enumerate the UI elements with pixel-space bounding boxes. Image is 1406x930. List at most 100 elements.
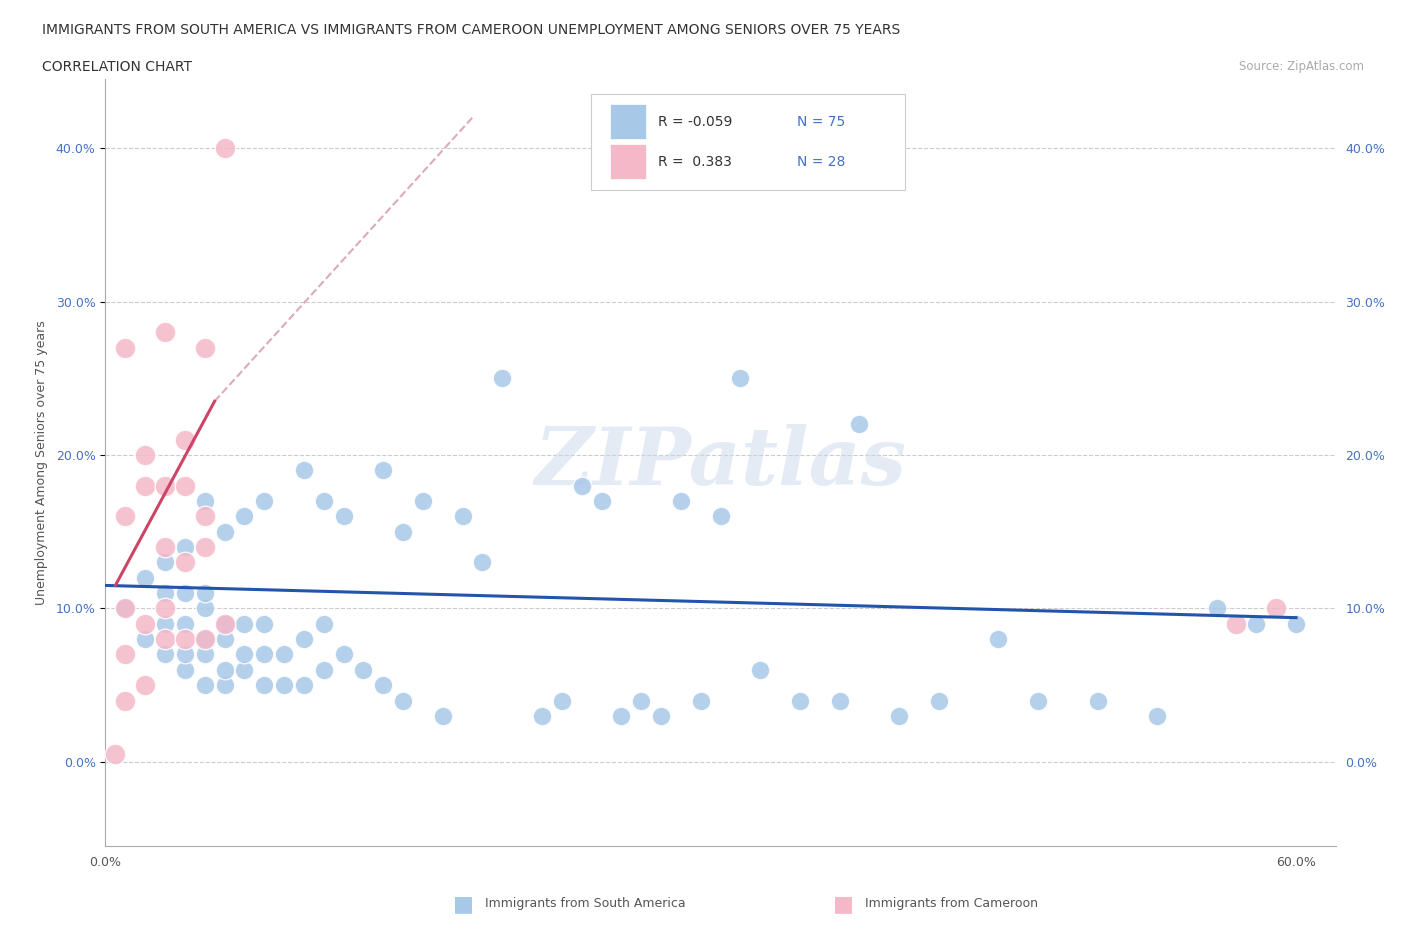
Point bbox=[571, 478, 593, 493]
Point bbox=[1087, 693, 1109, 708]
Text: N = 75: N = 75 bbox=[797, 114, 845, 129]
Point bbox=[114, 340, 136, 355]
Point bbox=[451, 509, 474, 524]
Point bbox=[173, 631, 195, 646]
Point bbox=[471, 555, 494, 570]
Point bbox=[332, 509, 354, 524]
Point bbox=[491, 371, 513, 386]
Point bbox=[253, 494, 276, 509]
Point bbox=[134, 631, 156, 646]
Text: Immigrants from Cameroon: Immigrants from Cameroon bbox=[865, 897, 1038, 910]
Point bbox=[153, 539, 176, 554]
Point bbox=[273, 678, 295, 693]
Text: Source: ZipAtlas.com: Source: ZipAtlas.com bbox=[1239, 60, 1364, 73]
Point bbox=[194, 631, 217, 646]
Text: IMMIGRANTS FROM SOUTH AMERICA VS IMMIGRANTS FROM CAMEROON UNEMPLOYMENT AMONG SEN: IMMIGRANTS FROM SOUTH AMERICA VS IMMIGRA… bbox=[42, 23, 900, 37]
Point bbox=[194, 340, 217, 355]
Point bbox=[214, 617, 236, 631]
Point bbox=[689, 693, 711, 708]
Point bbox=[292, 631, 315, 646]
FancyBboxPatch shape bbox=[610, 144, 645, 179]
Point bbox=[153, 601, 176, 616]
FancyBboxPatch shape bbox=[592, 95, 905, 191]
Point bbox=[710, 509, 733, 524]
Point bbox=[848, 417, 870, 432]
Point bbox=[153, 647, 176, 662]
Point bbox=[730, 371, 752, 386]
Point bbox=[114, 647, 136, 662]
Point bbox=[253, 678, 276, 693]
Text: ■: ■ bbox=[834, 894, 853, 914]
Point bbox=[828, 693, 851, 708]
Point bbox=[114, 693, 136, 708]
Point bbox=[630, 693, 652, 708]
Point bbox=[669, 494, 692, 509]
Point bbox=[194, 678, 217, 693]
Point bbox=[789, 693, 811, 708]
Point bbox=[134, 678, 156, 693]
Point bbox=[530, 709, 553, 724]
Point bbox=[1225, 617, 1247, 631]
Point bbox=[194, 647, 217, 662]
Point bbox=[373, 678, 395, 693]
Point bbox=[1285, 617, 1308, 631]
Point bbox=[233, 647, 256, 662]
Point bbox=[292, 463, 315, 478]
Point bbox=[312, 494, 335, 509]
Point bbox=[114, 601, 136, 616]
Point bbox=[153, 617, 176, 631]
Point bbox=[194, 509, 217, 524]
Point bbox=[1146, 709, 1168, 724]
Text: N = 28: N = 28 bbox=[797, 154, 845, 168]
Text: R =  0.383: R = 0.383 bbox=[658, 154, 731, 168]
Point bbox=[214, 631, 236, 646]
Point bbox=[173, 617, 195, 631]
Point bbox=[292, 678, 315, 693]
Point bbox=[352, 662, 374, 677]
Point bbox=[173, 647, 195, 662]
Point bbox=[551, 693, 574, 708]
Point bbox=[1026, 693, 1049, 708]
Point bbox=[1265, 601, 1288, 616]
Point bbox=[134, 617, 156, 631]
Point bbox=[194, 631, 217, 646]
Point bbox=[173, 539, 195, 554]
Point bbox=[253, 617, 276, 631]
Point bbox=[194, 601, 217, 616]
Point bbox=[214, 617, 236, 631]
Point bbox=[153, 631, 176, 646]
Point bbox=[134, 478, 156, 493]
Point bbox=[332, 647, 354, 662]
Point bbox=[987, 631, 1010, 646]
Point bbox=[173, 555, 195, 570]
Point bbox=[233, 509, 256, 524]
Point bbox=[432, 709, 454, 724]
Point bbox=[650, 709, 672, 724]
Point bbox=[194, 539, 217, 554]
Text: CORRELATION CHART: CORRELATION CHART bbox=[42, 60, 193, 74]
Point bbox=[412, 494, 434, 509]
Point bbox=[153, 478, 176, 493]
Point bbox=[194, 494, 217, 509]
Point bbox=[214, 140, 236, 155]
Point bbox=[194, 586, 217, 601]
Point bbox=[610, 709, 633, 724]
Point bbox=[173, 432, 195, 447]
Point bbox=[134, 570, 156, 585]
Point bbox=[373, 463, 395, 478]
Point bbox=[273, 647, 295, 662]
Text: ZIPatlas: ZIPatlas bbox=[534, 424, 907, 501]
Point bbox=[114, 601, 136, 616]
Point bbox=[392, 525, 415, 539]
Point bbox=[1246, 617, 1268, 631]
Point bbox=[153, 555, 176, 570]
Point bbox=[104, 747, 127, 762]
Point bbox=[153, 325, 176, 339]
Point bbox=[312, 662, 335, 677]
Point bbox=[114, 509, 136, 524]
Point bbox=[591, 494, 613, 509]
Point bbox=[214, 678, 236, 693]
Y-axis label: Unemployment Among Seniors over 75 years: Unemployment Among Seniors over 75 years bbox=[35, 320, 48, 605]
Point bbox=[253, 647, 276, 662]
Point bbox=[214, 525, 236, 539]
